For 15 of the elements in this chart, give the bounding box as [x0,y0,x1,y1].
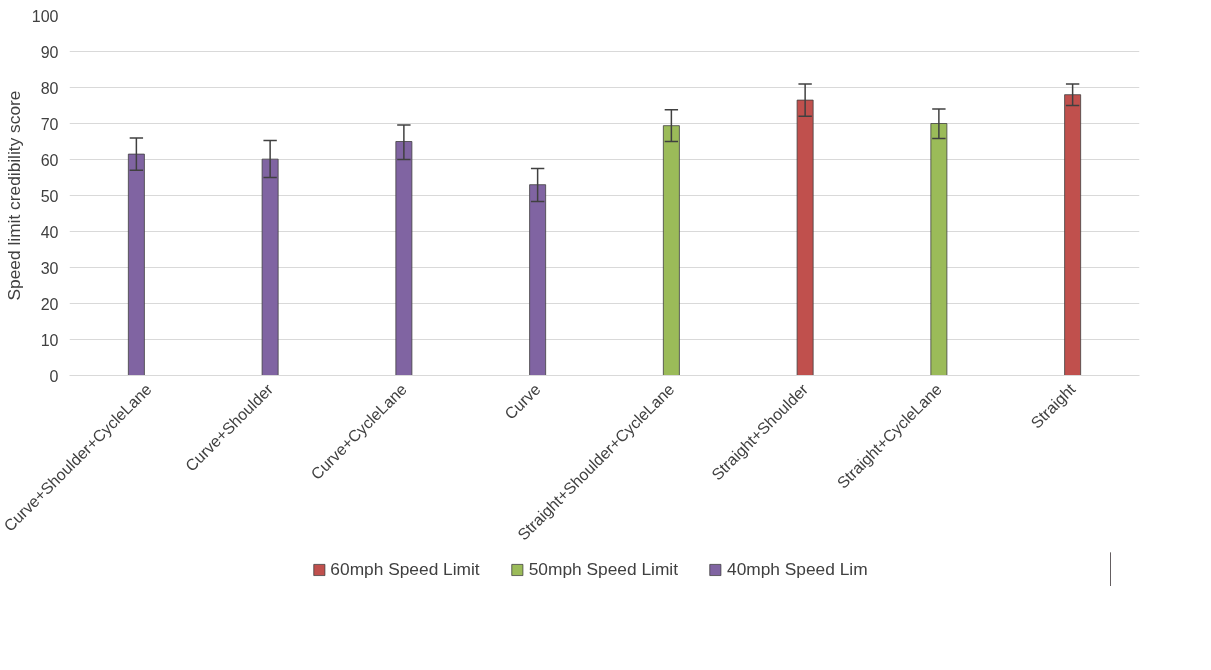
y-tick-label: 80 [40,79,59,97]
y-tick-label: 20 [40,295,59,313]
legend-label: 50mph Speed Limit [528,558,678,580]
y-tick-label: 40 [40,223,59,241]
y-tick-label: 60 [40,151,59,169]
legend-label: 40mph Speed Lim [726,558,868,580]
y-tick-label: 50 [40,187,59,205]
y-tick-label: 10 [40,331,59,349]
y-tick-label: 70 [40,115,59,133]
y-tick-label: 0 [49,367,59,385]
y-axis-title: Speed limit credibility score [3,90,24,301]
y-tick-label: 100 [31,7,59,25]
y-tick-label: 30 [40,259,59,277]
y-tick-label: 90 [40,43,59,61]
legend-label: 60mph Speed Limit [330,558,480,580]
